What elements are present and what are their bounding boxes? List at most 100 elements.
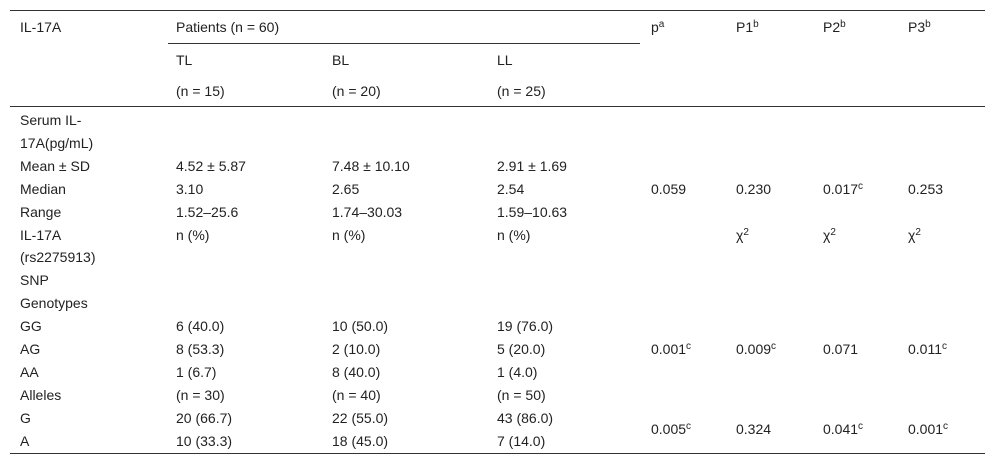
row-label: Genotypes <box>20 295 88 312</box>
test-value: 0.041c <box>823 421 863 437</box>
cell: 3.10 <box>176 180 204 197</box>
test-value: 0.253 <box>908 181 943 197</box>
row-label: G <box>20 409 31 426</box>
test-header: P2b <box>823 19 846 35</box>
test-value: 0.071 <box>823 341 858 357</box>
test-header: P1b <box>736 19 759 35</box>
test-header: pa <box>651 19 664 35</box>
test-value-sup: c <box>686 341 692 352</box>
test-value: χ2 <box>736 227 749 243</box>
patients-rule <box>168 43 640 44</box>
cell: 8 (53.3) <box>176 341 225 357</box>
cell: 43 (86.0) <box>497 409 554 426</box>
test-value-text: 0.001 <box>651 341 687 357</box>
group-n: (n = 15) <box>176 83 225 99</box>
cell: 5 (20.0) <box>497 341 546 357</box>
cell: 10 (50.0) <box>332 318 389 335</box>
header-variable: IL-17A <box>20 19 62 35</box>
cell: 7.48 ± 10.10 <box>332 157 410 174</box>
test-value: χ2 <box>908 227 921 243</box>
test-value-sup: c <box>943 421 949 433</box>
cell: 22 (55.0) <box>332 409 389 426</box>
row-label: AA <box>20 363 39 380</box>
cell: (n = 40) <box>332 386 381 403</box>
test-value-sup: c <box>686 421 692 433</box>
cell: n (%) <box>332 226 366 243</box>
row-label: IL-17A <box>20 226 62 243</box>
cell: 2.65 <box>332 180 360 197</box>
test-value: 0.230 <box>736 181 771 197</box>
group-name: TL <box>176 52 193 68</box>
row-label: (rs2275913) <box>20 249 96 266</box>
test-value-text: 0.001 <box>908 421 944 438</box>
test-value-text: χ <box>908 226 916 243</box>
test-value: 0.001c <box>908 421 948 437</box>
test-header: P3b <box>908 19 931 35</box>
row-label: SNP <box>20 272 49 289</box>
cell: 1.74–30.03 <box>332 203 403 220</box>
test-value-text: χ <box>823 226 831 243</box>
cell: 2 (10.0) <box>332 341 381 357</box>
cell: 1 (4.0) <box>497 363 538 380</box>
cell: 18 (45.0) <box>332 432 389 449</box>
bottom-rule <box>10 453 985 454</box>
test-value-text: 0.230 <box>736 180 772 197</box>
test-value-text: 0.059 <box>651 180 687 197</box>
cell: 8 (40.0) <box>332 363 381 380</box>
test-value: 0.009c <box>736 341 776 357</box>
test-value-text: 0.253 <box>908 180 944 197</box>
cell: n (%) <box>176 226 210 243</box>
test-header-sup: b <box>925 19 931 30</box>
top-rule <box>10 10 985 11</box>
test-value-sup: 2 <box>743 226 749 238</box>
test-value: χ2 <box>823 227 836 243</box>
test-value-sup: c <box>858 421 864 433</box>
test-value-sup: c <box>771 341 777 352</box>
cell: 6 (40.0) <box>176 318 225 335</box>
cell: 1.52–25.6 <box>176 203 239 220</box>
test-header-sup: b <box>753 19 759 30</box>
test-value: 0.011c <box>908 341 947 357</box>
test-value-sup: c <box>858 180 864 192</box>
test-value: 0.005c <box>651 421 691 437</box>
cell: n (%) <box>497 226 531 243</box>
row-label: Median <box>20 180 66 197</box>
group-name: LL <box>497 52 513 68</box>
test-value-text: χ <box>736 226 744 243</box>
cell: (n = 50) <box>497 386 546 403</box>
test-value-text: 0.009 <box>736 341 772 357</box>
test-value: 0.324 <box>736 421 771 437</box>
cell: 19 (76.0) <box>497 318 554 335</box>
cell: 2.54 <box>497 180 525 197</box>
cell: 4.52 ± 5.87 <box>176 157 246 174</box>
row-label: 17A(pg/mL) <box>20 134 94 151</box>
test-header-text: P3 <box>908 19 926 35</box>
row-label: AG <box>20 341 41 357</box>
cell: (n = 30) <box>176 386 225 403</box>
row-label: Range <box>20 203 62 220</box>
cell: 20 (66.7) <box>176 409 233 426</box>
test-value-text: 0.324 <box>736 421 772 438</box>
cell: 1.59–10.63 <box>497 203 568 220</box>
test-header-text: p <box>651 19 659 35</box>
row-label: Serum IL- <box>20 112 82 128</box>
group-n: (n = 20) <box>332 83 381 99</box>
test-value-sup: 2 <box>830 226 836 238</box>
row-label: A <box>20 432 30 449</box>
test-header-sup: a <box>658 19 665 30</box>
cell: 1 (6.7) <box>176 363 217 380</box>
test-value: 0.017c <box>823 181 863 197</box>
test-value-text: 0.071 <box>823 341 859 357</box>
test-value: 0.001c <box>651 341 691 357</box>
header-rule <box>10 106 985 107</box>
group-n: (n = 25) <box>497 83 546 99</box>
test-header-sup: b <box>840 19 846 30</box>
test-value-text: 0.005 <box>651 421 687 438</box>
test-value: 0.059 <box>651 181 686 197</box>
test-value-text: 0.011 <box>908 341 942 357</box>
group-name: BL <box>332 52 350 68</box>
row-label: Mean ± SD <box>20 157 90 174</box>
test-value-text: 0.041 <box>823 421 859 438</box>
test-value-text: 0.017 <box>823 180 859 197</box>
